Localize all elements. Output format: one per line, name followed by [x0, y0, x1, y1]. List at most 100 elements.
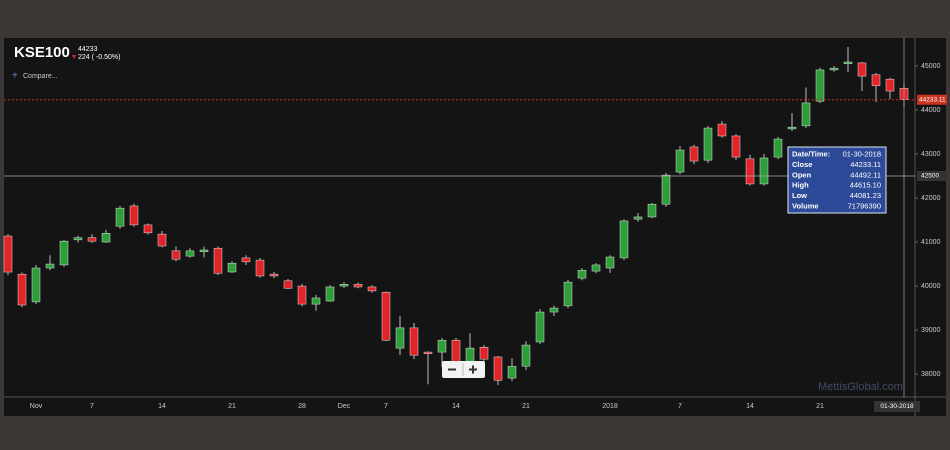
candle-body [745, 158, 755, 185]
candle-body [731, 135, 741, 158]
compare-icon[interactable]: + [12, 71, 18, 82]
x-tick-label: 14 [158, 403, 166, 410]
crosshair-x-box [874, 401, 920, 412]
candle-body [143, 224, 153, 234]
tooltip-value: 01-30-2018 [843, 149, 881, 158]
x-tick-label: 14 [746, 403, 754, 410]
candle-body [661, 174, 671, 205]
candle-body [283, 280, 293, 289]
y-tick-label: 39000 [921, 327, 941, 334]
candle-body [633, 216, 643, 220]
candle-body [857, 62, 867, 77]
candle-body [843, 61, 853, 65]
candle-body [409, 327, 419, 356]
chart-title: KSE100 [14, 44, 70, 61]
candle-body [829, 67, 839, 71]
candle-body [17, 273, 27, 306]
candle-body [577, 269, 587, 279]
candle-body [689, 146, 699, 162]
x-tick-label: 21 [228, 403, 236, 410]
y-tick-label: 41000 [921, 239, 941, 246]
candle-body [787, 126, 797, 130]
candle-body [59, 240, 69, 266]
candle-body [675, 149, 685, 173]
zoom-in[interactable] [469, 365, 477, 374]
candle-body [45, 263, 55, 269]
last-price-box [917, 94, 947, 105]
tooltip-value: 44081.23 [850, 191, 881, 200]
tooltip-value: 44615.10 [850, 181, 881, 190]
candle-body [87, 237, 97, 242]
candle-body [563, 281, 573, 307]
candle-body [535, 311, 545, 343]
candle-body [171, 250, 181, 260]
x-tick-label: 21 [522, 403, 530, 410]
candle-body [395, 327, 405, 349]
down-arrow [72, 55, 76, 59]
candle-body [591, 264, 601, 272]
candle-body [381, 291, 391, 341]
y-tick-label: 38000 [921, 371, 941, 378]
tooltip-box [787, 146, 887, 214]
x-tick-label: 7 [678, 403, 682, 410]
candle-body [423, 351, 433, 354]
candle-body [325, 286, 335, 302]
candle-body [115, 207, 125, 227]
tooltip-label: Open [792, 170, 812, 179]
candle-body [31, 267, 41, 303]
candle-body [437, 339, 447, 353]
candle-body [647, 203, 657, 218]
tooltip-label: Close [792, 160, 812, 169]
watermark: MettisGlobal.com [818, 381, 903, 393]
crosshair-y-box [917, 171, 947, 182]
y-tick-label: 44000 [921, 107, 941, 114]
x-tick-label: Nov [30, 403, 43, 410]
candle-body [871, 74, 881, 87]
compare-button[interactable]: Compare... [23, 73, 58, 80]
candle-body [129, 205, 139, 226]
candle-body [269, 273, 279, 277]
last-value: 44233 [78, 46, 98, 53]
x-tick-label: 14 [452, 403, 460, 410]
candle-body [311, 297, 321, 305]
candle-body [465, 347, 475, 363]
candle-body [101, 232, 111, 243]
tooltip-value: 71796390 [848, 201, 881, 210]
candle-body [605, 256, 615, 269]
tooltip-label: Volume [792, 201, 819, 210]
candle-body [885, 78, 895, 92]
candle-body [703, 127, 713, 161]
candle-body [73, 237, 83, 241]
last-price-label: 44233.11 [919, 96, 946, 103]
candle-body [507, 365, 517, 379]
candle-body [353, 284, 363, 288]
chart-panel [4, 38, 946, 416]
y-tick-label: 43000 [921, 151, 941, 158]
x-tick-label: 28 [298, 403, 306, 410]
candle-body [717, 123, 727, 137]
candle-body [339, 284, 349, 287]
x-tick-label: 21 [816, 403, 824, 410]
candle-body [185, 250, 195, 257]
candle-body [241, 257, 251, 263]
candle-body [157, 233, 167, 247]
zoom-controls [442, 361, 485, 378]
crosshair-y-label: 42500 [921, 173, 939, 180]
candle-body [227, 262, 237, 273]
x-tick-label: 7 [384, 403, 388, 410]
candle-body [199, 249, 209, 252]
crosshair-x-label: 01-30-2018 [880, 403, 914, 410]
candle-body [521, 344, 531, 367]
candle-body [773, 138, 783, 158]
candle-body [815, 69, 825, 102]
x-tick-label: 7 [90, 403, 94, 410]
y-tick-label: 42000 [921, 195, 941, 202]
tooltip-value: 44492.11 [850, 170, 881, 179]
tooltip-label: High [792, 181, 809, 190]
candle-body [801, 102, 811, 127]
x-tick-label: Dec [338, 403, 351, 410]
candle-body [297, 285, 307, 305]
candle-body [367, 286, 377, 292]
tooltip-value: 44233.11 [850, 160, 881, 169]
